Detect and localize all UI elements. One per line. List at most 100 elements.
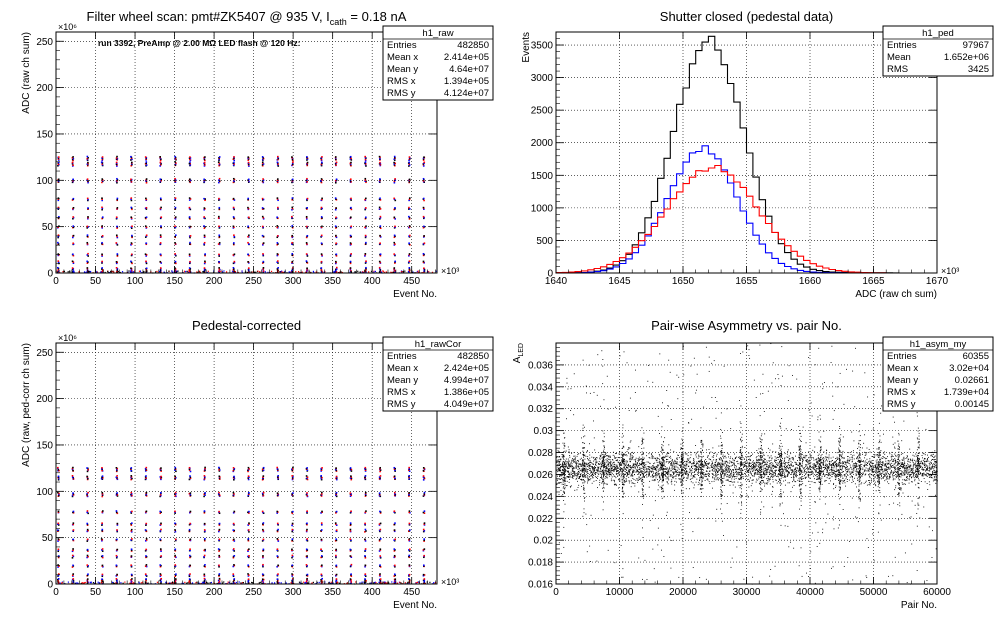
data-point xyxy=(870,481,872,483)
data-point xyxy=(130,260,132,263)
data-point xyxy=(368,271,370,273)
data-point xyxy=(89,270,92,273)
data-point xyxy=(350,468,353,471)
data-point xyxy=(58,493,60,496)
data-point xyxy=(825,459,827,461)
y-tick-label: 100 xyxy=(36,176,53,187)
data-point xyxy=(748,452,750,454)
data-point xyxy=(621,471,623,473)
data-point xyxy=(335,538,337,540)
data-point xyxy=(321,254,323,256)
data-point xyxy=(262,581,265,584)
data-point xyxy=(198,582,200,584)
data-point xyxy=(57,579,59,582)
data-point xyxy=(750,473,752,475)
data-point xyxy=(57,556,60,559)
data-point xyxy=(305,225,308,228)
data-point xyxy=(662,464,664,466)
data-point xyxy=(379,556,382,559)
data-point xyxy=(677,455,679,456)
data-point xyxy=(145,475,147,477)
stats-value: 3425 xyxy=(968,64,989,75)
data-point xyxy=(267,271,269,273)
data-point xyxy=(174,475,176,478)
data-point xyxy=(364,578,366,580)
data-point xyxy=(186,582,188,584)
data-point xyxy=(292,492,294,494)
data-point xyxy=(86,241,89,244)
data-point xyxy=(839,460,841,462)
data-point xyxy=(57,234,60,236)
x-tick-label: 300 xyxy=(285,587,302,598)
data-point xyxy=(189,156,191,158)
data-point xyxy=(880,457,882,459)
data-point xyxy=(334,156,337,158)
data-point xyxy=(435,270,437,272)
data-point xyxy=(129,270,131,272)
data-point xyxy=(364,491,367,494)
data-point xyxy=(763,480,764,482)
data-point xyxy=(864,451,865,453)
data-point xyxy=(605,461,607,463)
data-point xyxy=(364,469,367,471)
data-point xyxy=(321,555,323,557)
data-point xyxy=(610,461,612,462)
data-point xyxy=(834,471,836,472)
data-point xyxy=(422,206,425,209)
data-point xyxy=(618,463,620,465)
data-point xyxy=(770,470,772,472)
data-point xyxy=(306,556,308,559)
data-point xyxy=(639,474,641,476)
data-point xyxy=(115,476,118,479)
data-point xyxy=(175,470,177,473)
chart-title-main: Filter wheel scan: pmt#ZK5407 @ 935 V, I xyxy=(87,9,330,24)
data-point xyxy=(712,468,714,470)
data-point xyxy=(242,582,244,584)
data-point xyxy=(693,461,695,463)
data-point xyxy=(188,197,191,199)
data-point xyxy=(731,462,733,464)
data-point xyxy=(349,523,352,526)
data-point xyxy=(364,540,367,542)
data-point xyxy=(312,581,314,583)
data-point xyxy=(750,467,752,469)
data-point xyxy=(649,472,651,474)
data-point xyxy=(57,491,59,494)
data-point xyxy=(408,511,411,514)
data-point xyxy=(851,469,853,471)
data-point xyxy=(130,539,132,541)
data-point xyxy=(719,474,721,476)
data-point xyxy=(408,242,410,244)
data-point xyxy=(306,207,308,209)
data-point xyxy=(334,262,337,265)
data-point xyxy=(790,460,792,462)
data-point xyxy=(232,243,235,245)
data-point xyxy=(305,216,308,219)
data-point xyxy=(917,464,919,466)
data-point xyxy=(929,475,931,477)
data-point xyxy=(262,178,264,180)
data-point xyxy=(233,578,236,580)
data-point xyxy=(291,580,293,582)
data-point xyxy=(785,469,787,471)
data-point xyxy=(233,208,235,211)
data-point xyxy=(330,581,332,583)
data-point xyxy=(900,489,902,491)
data-point xyxy=(291,260,294,263)
data-point xyxy=(87,477,89,480)
data-point xyxy=(223,270,225,272)
data-point xyxy=(378,539,381,542)
data-point xyxy=(159,165,162,167)
data-point xyxy=(748,463,750,465)
data-point xyxy=(806,459,808,461)
data-point xyxy=(232,556,235,559)
data-point xyxy=(599,467,601,469)
data-point xyxy=(96,271,98,273)
data-point xyxy=(402,271,404,273)
data-point xyxy=(378,494,381,497)
data-point xyxy=(668,469,670,471)
data-point xyxy=(612,464,614,466)
data-point xyxy=(880,464,882,466)
data-point xyxy=(677,463,679,465)
x-tick-label: 150 xyxy=(166,587,183,598)
